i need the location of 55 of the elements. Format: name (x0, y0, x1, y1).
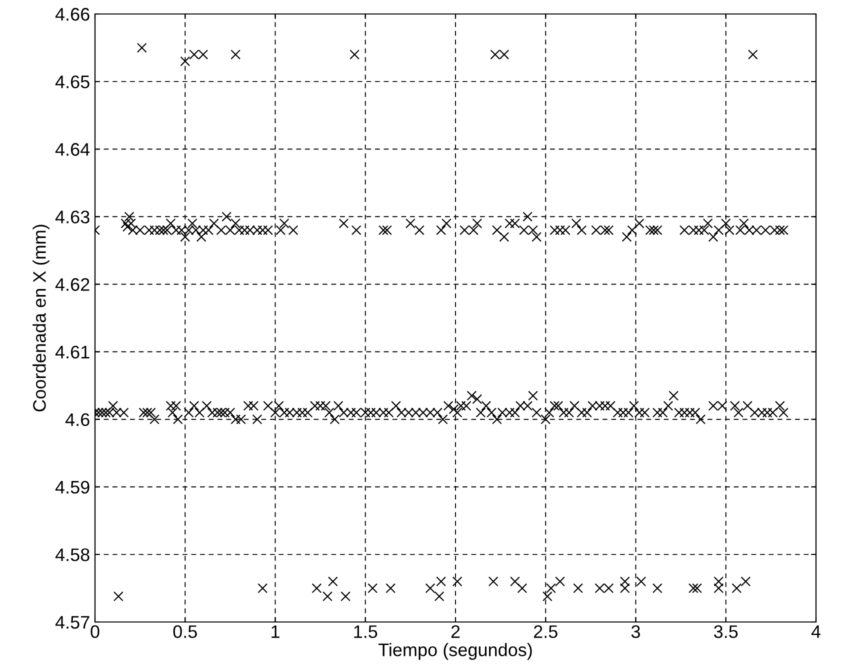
x-tick-label: 2.5 (534, 625, 558, 638)
point (180, 56, 190, 66)
point (714, 583, 724, 594)
point (136, 42, 147, 53)
point (258, 583, 268, 594)
point (322, 591, 332, 602)
point (340, 591, 350, 602)
y-tick-label: 4.61 (55, 346, 90, 358)
x-tick-label: 0 (90, 625, 100, 638)
point (740, 576, 751, 586)
point (230, 50, 241, 60)
point (714, 576, 724, 586)
y-tick-label: 4.63 (55, 210, 90, 224)
point (573, 583, 584, 594)
point (732, 583, 742, 594)
point (620, 576, 630, 586)
y-tick-label: 4.6 (65, 413, 90, 426)
point (368, 583, 378, 594)
y-tick-label: 4.65 (55, 75, 90, 88)
x-tick-label: 1 (272, 625, 280, 638)
point (517, 583, 528, 594)
x-axis-title: Tiempo (segundos) (378, 643, 532, 660)
y-axis-title: Coordenada en X (mm) (32, 224, 50, 412)
point (652, 583, 662, 594)
point (636, 576, 646, 586)
x-tick-label: 4 (811, 625, 820, 638)
point (748, 50, 758, 60)
point (113, 591, 124, 602)
x-tick-label: 1.5 (354, 625, 378, 638)
point (488, 576, 498, 586)
y-tick-label: 4.58 (55, 548, 90, 562)
point (692, 583, 702, 594)
point (452, 576, 462, 586)
y-tick-label: 4.59 (55, 480, 90, 494)
point (328, 576, 338, 586)
x-tick-label: 3.5 (714, 625, 738, 638)
x-tick-label: 2 (451, 625, 460, 638)
point (434, 591, 444, 602)
point (436, 576, 446, 586)
x-tick-label: 0.5 (173, 625, 197, 638)
point (555, 576, 565, 586)
point (510, 576, 520, 586)
x-tick-label: 3 (631, 625, 640, 638)
point (546, 583, 556, 594)
y-tick-label: 4.57 (55, 616, 90, 629)
point (425, 583, 436, 594)
point (350, 50, 360, 60)
y-tick-label: 4.64 (55, 143, 90, 156)
point (688, 583, 698, 594)
y-tick-label: 4.62 (55, 278, 90, 291)
point (542, 591, 552, 602)
point (386, 583, 396, 594)
point (312, 583, 322, 594)
y-tick-label: 4.66 (55, 8, 90, 21)
point (620, 583, 630, 594)
